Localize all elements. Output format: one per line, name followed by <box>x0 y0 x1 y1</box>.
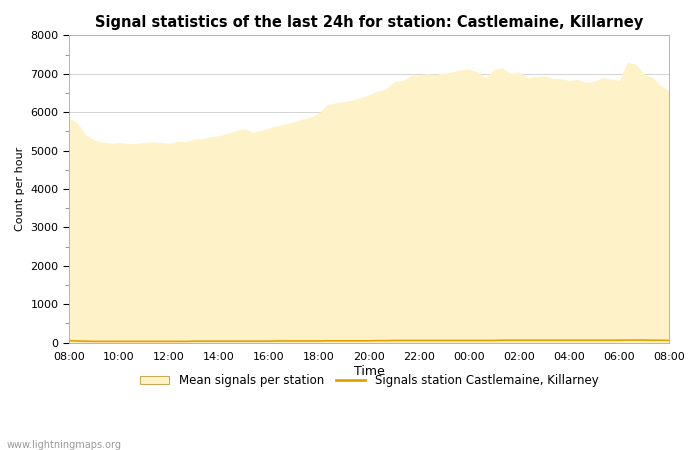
X-axis label: Time: Time <box>354 365 384 378</box>
Title: Signal statistics of the last 24h for station: Castlemaine, Killarney: Signal statistics of the last 24h for st… <box>95 15 643 30</box>
Y-axis label: Count per hour: Count per hour <box>15 147 25 231</box>
Legend: Mean signals per station, Signals station Castlemaine, Killarney: Mean signals per station, Signals statio… <box>135 369 603 392</box>
Text: www.lightningmaps.org: www.lightningmaps.org <box>7 440 122 450</box>
